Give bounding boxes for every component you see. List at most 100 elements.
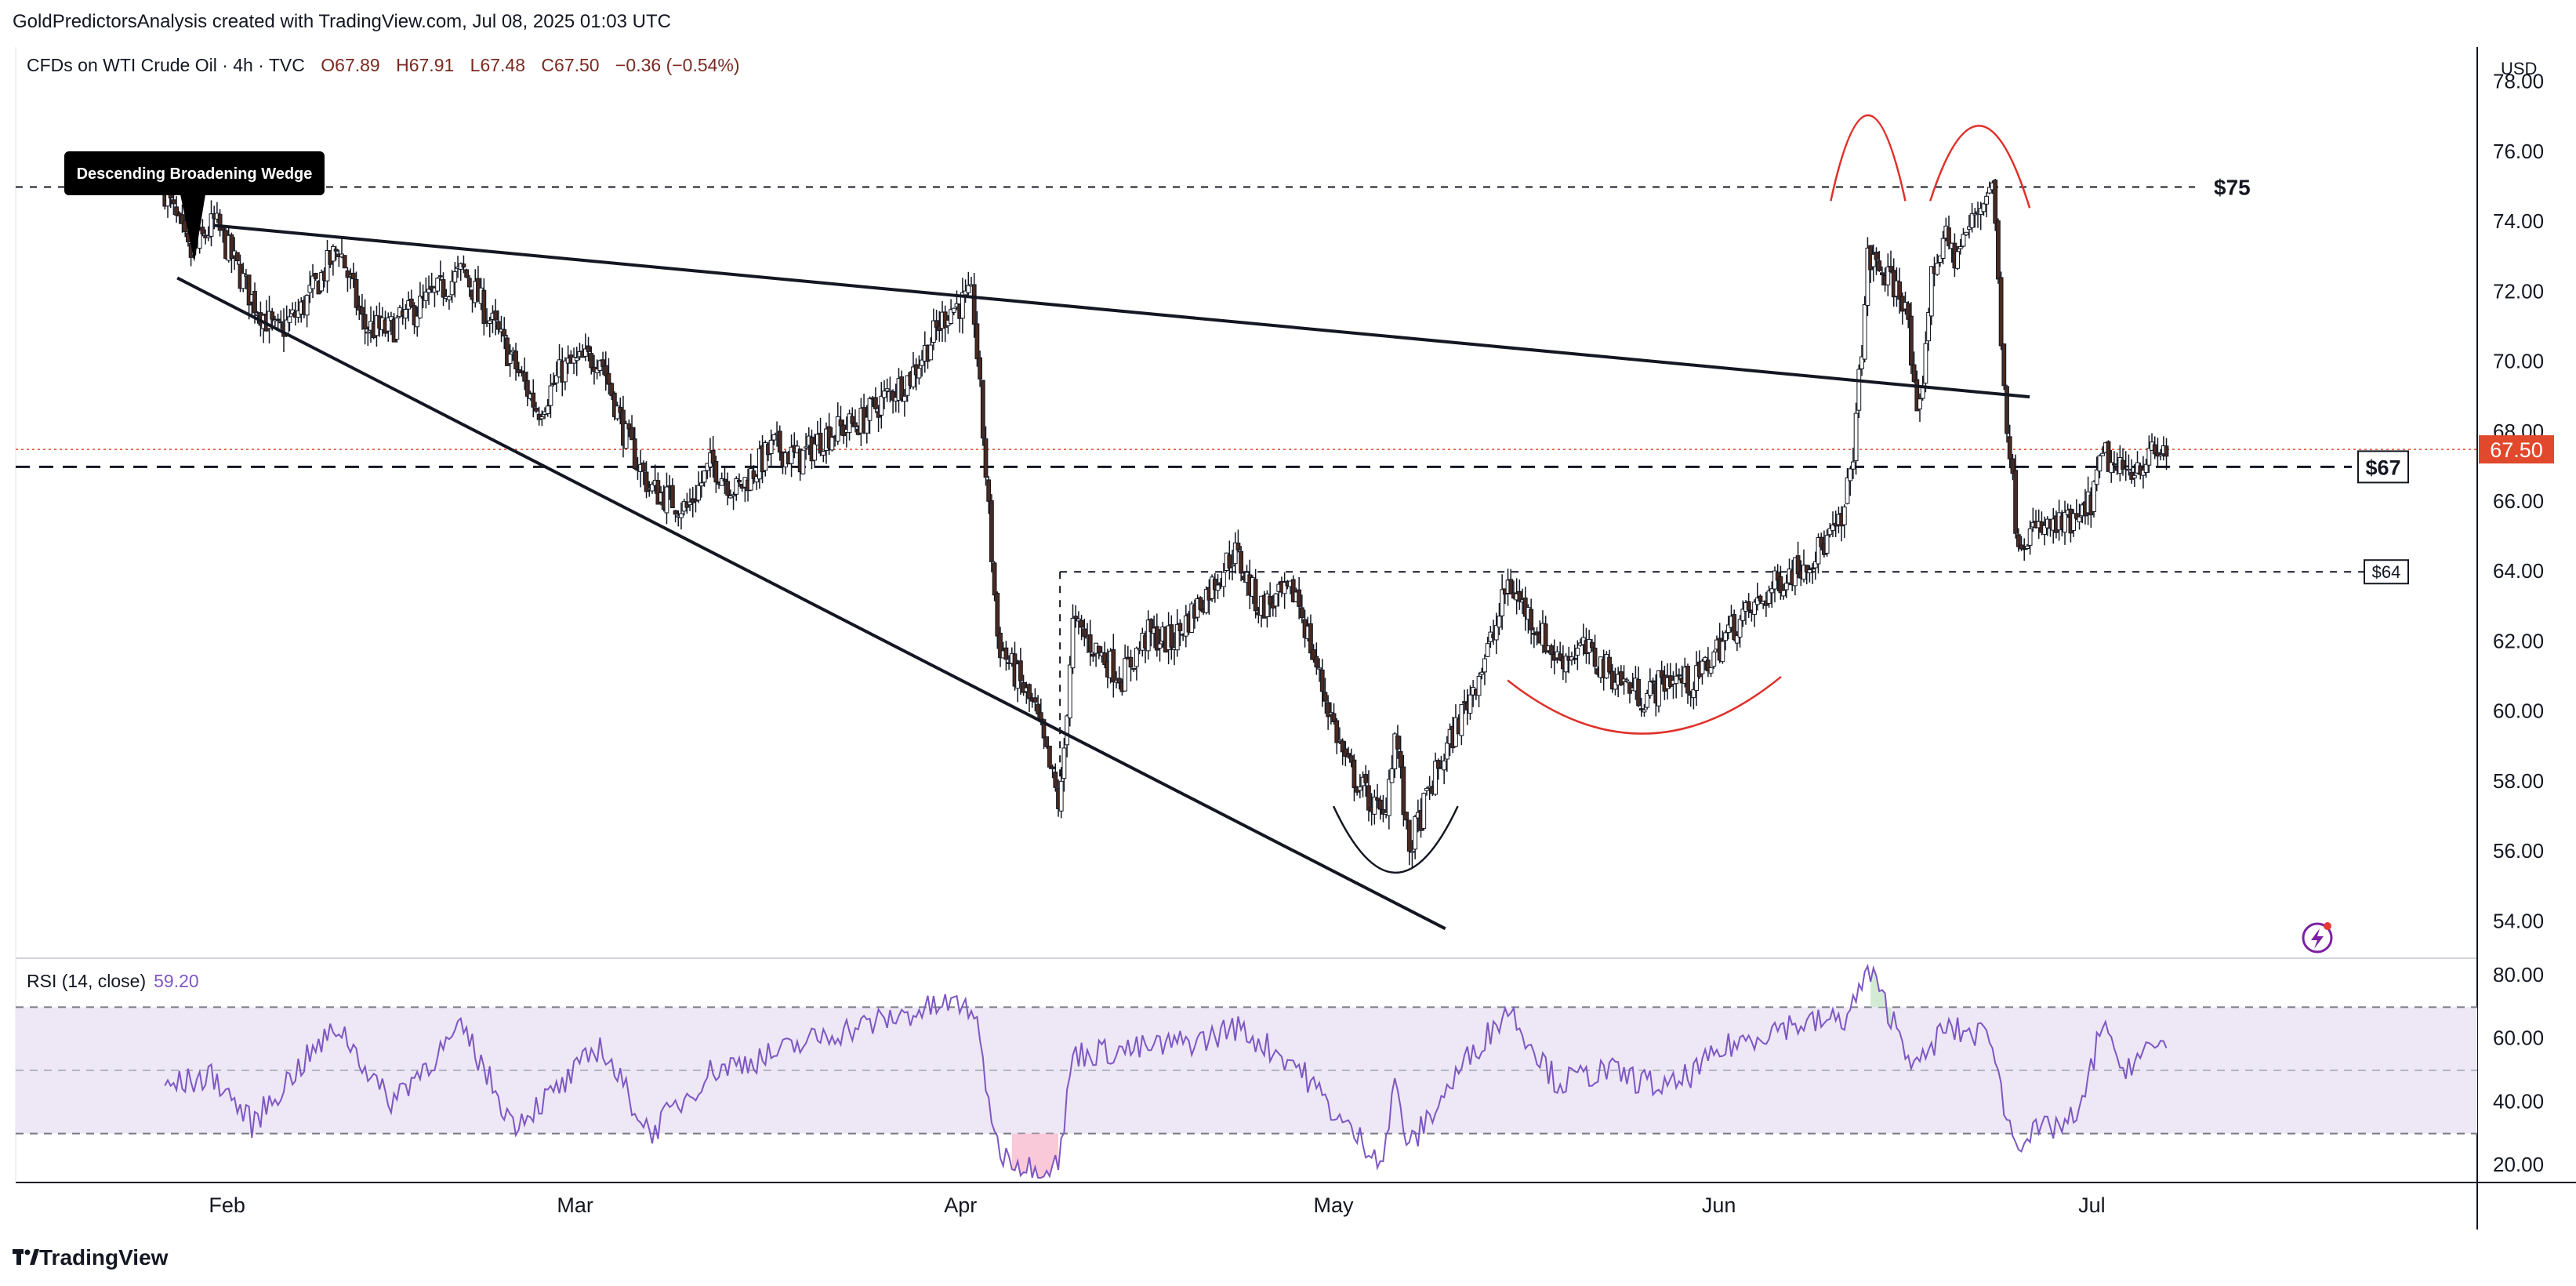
candle-down (174, 206, 180, 216)
candle-down (1381, 809, 1386, 815)
tradingview-logo[interactable]: TradingView (13, 1245, 168, 1270)
candle-up (310, 275, 315, 289)
wedge-callout-text: Descending Broadening Wedge (77, 165, 313, 183)
price-tick-label: 76.00 (2493, 140, 2544, 163)
candle-down (1572, 658, 1577, 660)
candle-down (464, 269, 470, 278)
candle-up (1317, 667, 1322, 670)
symbol-label[interactable]: CFDs on WTI Crude Oil · 4h · TVC (27, 55, 305, 75)
candle-down (1177, 623, 1183, 631)
candle-up (1845, 477, 1850, 504)
candle-down (1375, 797, 1380, 801)
candle-up (1058, 780, 1064, 812)
candle-up (1885, 267, 1891, 285)
candle-down (2015, 534, 2021, 547)
candle-up (1410, 851, 1415, 853)
candle-down (2005, 386, 2009, 434)
candle-up (2109, 462, 2114, 474)
rsi-label[interactable]: RSI (14, close) (27, 971, 147, 991)
candle-down (983, 438, 989, 478)
time-tick-label: May (1314, 1193, 1355, 1217)
price-tick-label: 54.00 (2493, 909, 2544, 932)
candle-up (553, 375, 559, 383)
candle-down (234, 252, 240, 262)
candle-up (1282, 582, 1287, 594)
candle-down (270, 311, 275, 320)
candle-down (229, 234, 234, 260)
candle-up (1853, 412, 1859, 462)
price-tick-label: 56.00 (2493, 839, 2544, 863)
candle-up (331, 245, 336, 262)
candle-up (1674, 675, 1679, 685)
candle-up (563, 360, 568, 383)
candle-up (1424, 787, 1429, 791)
candle-down (461, 263, 466, 268)
candle-down (524, 380, 530, 397)
candle-down (1239, 550, 1244, 574)
candle-down (1073, 616, 1079, 619)
candle-up (1444, 743, 1449, 760)
candle-up (1076, 618, 1081, 622)
candle-down (1607, 656, 1612, 673)
lightning-icon-dot (2324, 922, 2331, 930)
candle-up (1754, 598, 1760, 605)
candle-down (1322, 692, 1328, 702)
candle-down (1032, 697, 1038, 703)
time-tick-label: Feb (209, 1193, 245, 1217)
candle-down (1227, 554, 1232, 569)
candle-up (864, 416, 869, 434)
candle-down (1589, 641, 1595, 648)
candle-down (1148, 619, 1154, 633)
candle-down (1331, 713, 1337, 723)
candle-up (1969, 213, 1975, 228)
candle-up (1940, 238, 1946, 260)
candle-up (1497, 616, 1502, 628)
candle-up (902, 395, 907, 402)
level-64-label: $64 (2372, 562, 2401, 582)
candle-down (669, 485, 675, 509)
candle-down (1366, 785, 1371, 811)
rsi-tick-label: 20.00 (2493, 1153, 2544, 1176)
candle-down (1308, 623, 1313, 654)
candle-down (1102, 652, 1108, 666)
candle-up (960, 292, 965, 319)
double-top-arc-right (1929, 125, 2031, 209)
level-75-label: $75 (2214, 175, 2251, 199)
candle-down (2112, 463, 2117, 466)
candle-up (1624, 679, 1630, 682)
candle-up (1737, 619, 1743, 638)
candle-down (1311, 649, 1316, 660)
candle-up (1740, 608, 1746, 621)
candle-up (1485, 643, 1490, 657)
candle-down (1169, 624, 1174, 648)
candle-down (1897, 281, 1903, 300)
candle-down (891, 391, 895, 401)
candle-down (1778, 576, 1783, 594)
candle-up (702, 470, 707, 483)
candle-up (1708, 667, 1714, 674)
candle-down (1650, 680, 1656, 683)
candle-up (319, 272, 325, 292)
candle-up (1442, 760, 1447, 771)
candle-up (1221, 572, 1226, 587)
annotations: Descending Broadening Wedge $75 $67 $64 67.5… (64, 151, 2554, 954)
candle-up (389, 316, 394, 322)
candle-down (1676, 674, 1682, 677)
candle-up (1711, 651, 1717, 667)
candle-down (2007, 436, 2012, 460)
candle-up (1955, 251, 1961, 269)
candle-down (493, 311, 499, 321)
candle-up (821, 450, 826, 456)
candle-down (609, 383, 615, 396)
candle-down (200, 227, 205, 234)
candle-up (949, 309, 953, 325)
candle-up (1372, 796, 1377, 815)
candle-down (360, 307, 365, 315)
candle-up (1482, 658, 1487, 673)
candle-up (1923, 343, 1928, 384)
candle-up (1862, 304, 1867, 360)
candle-up (1734, 635, 1740, 644)
price-tick-label: 62.00 (2493, 629, 2544, 652)
candle-up (1850, 461, 1856, 470)
